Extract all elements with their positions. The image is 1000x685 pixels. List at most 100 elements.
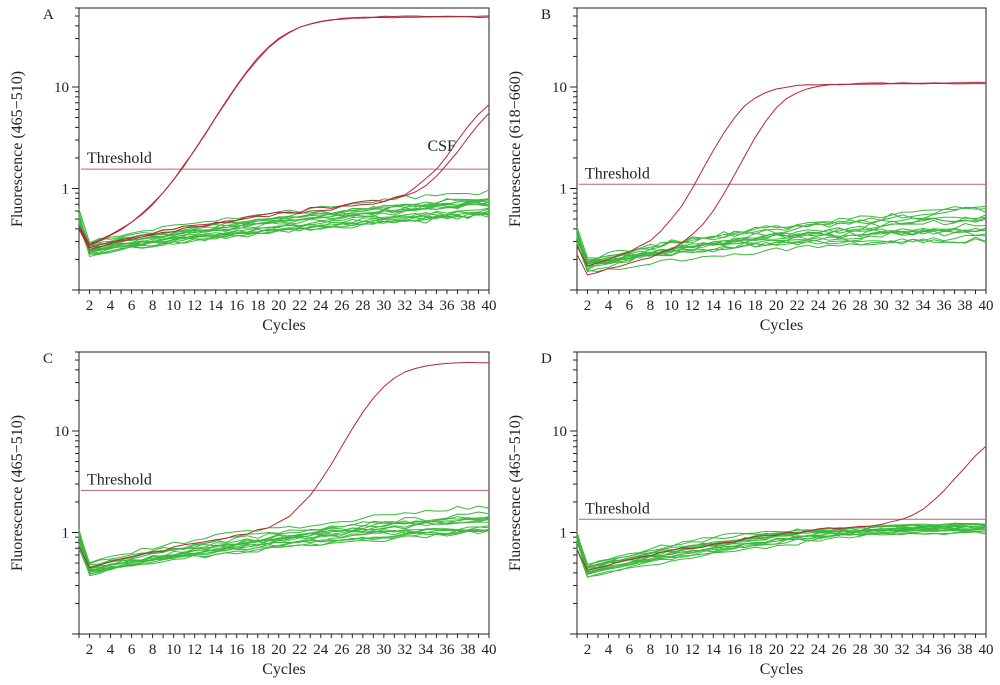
negative-sample-curve (78, 207, 490, 254)
x-tick-label: 10 (664, 642, 679, 658)
x-tick-label: 40 (482, 642, 497, 658)
x-tick-label: 10 (664, 298, 679, 314)
x-tick-label: 38 (460, 298, 475, 314)
x-tick-label: 14 (706, 642, 722, 658)
x-tick-label: 10 (166, 298, 181, 314)
x-tick-label: 20 (769, 642, 784, 658)
x-tick-label: 32 (397, 642, 412, 658)
y-tick-label: 1 (560, 525, 568, 541)
x-tick-label: 2 (86, 298, 94, 314)
plot-frame (78, 7, 490, 291)
x-tick-label: 6 (626, 642, 634, 658)
x-tick-label: 34 (916, 298, 932, 314)
x-tick-label: 16 (229, 642, 245, 658)
x-tick-label: 24 (811, 298, 827, 314)
x-tick-label: 4 (107, 642, 115, 658)
x-tick-label: 20 (769, 298, 784, 314)
x-axis-title: Cycles (262, 661, 306, 678)
x-tick-label: 12 (685, 298, 700, 314)
x-tick-label: 20 (271, 642, 286, 658)
x-axis-title: Cycles (760, 317, 804, 334)
x-tick-label: 6 (128, 642, 136, 658)
x-tick-label: 22 (790, 298, 805, 314)
negative-sample-curve (78, 526, 490, 575)
x-tick-label: 34 (418, 642, 434, 658)
y-axis-title: Fluorescence (465−510) (507, 415, 524, 571)
panel-label: A (43, 7, 54, 23)
negative-sample-curve (576, 236, 987, 270)
x-tick-label: 40 (979, 298, 994, 314)
negative-sample-curve (78, 213, 490, 255)
x-tick-label: 28 (355, 298, 370, 314)
panel-label: C (43, 351, 53, 367)
x-axis-title: Cycles (760, 661, 804, 678)
x-tick-label: 18 (748, 642, 763, 658)
csf-annotation: CSF (427, 138, 456, 155)
negative-sample-curve (576, 523, 987, 574)
x-tick-label: 40 (482, 298, 497, 314)
negative-sample-curve (576, 227, 987, 267)
y-tick-label: 10 (552, 424, 567, 440)
x-tick-label: 20 (271, 298, 286, 314)
panel-label: B (541, 7, 551, 23)
negative-sample-curve (78, 201, 490, 253)
x-tick-label: 32 (895, 642, 910, 658)
negative-sample-curve (576, 229, 987, 264)
negative-sample-curve (78, 528, 490, 575)
x-tick-label: 24 (313, 298, 329, 314)
y-axis-title: Fluorescence (618−660) (507, 71, 524, 227)
negative-sample-curve (576, 529, 986, 578)
plot-frame (576, 7, 987, 291)
x-tick-label: 34 (418, 298, 434, 314)
x-tick-label: 26 (832, 298, 848, 314)
threshold-label: Threshold (585, 165, 650, 182)
negative-sample-curve (576, 207, 987, 263)
negative-sample-curve (78, 198, 490, 246)
negative-sample-curve (78, 529, 490, 569)
x-tick-label: 36 (937, 298, 953, 314)
x-tick-label: 26 (334, 298, 350, 314)
x-tick-label: 36 (439, 642, 455, 658)
negative-sample-curve (78, 203, 489, 248)
x-tick-label: 26 (334, 642, 350, 658)
x-tick-label: 32 (895, 298, 910, 314)
x-tick-label: 8 (647, 298, 655, 314)
negative-sample-curve (576, 531, 987, 575)
negative-sample-curve (576, 223, 987, 260)
negative-sample-curve (576, 214, 987, 273)
x-tick-label: 22 (292, 642, 307, 658)
x-tick-label: 16 (229, 298, 245, 314)
x-tick-label: 36 (937, 642, 953, 658)
x-tick-label: 6 (626, 298, 634, 314)
x-tick-label: 4 (107, 298, 115, 314)
positive-sample-curve (78, 15, 490, 246)
negative-sample-curve (576, 525, 987, 575)
x-tick-label: 38 (958, 642, 973, 658)
negative-sample-curve (576, 227, 987, 265)
negative-sample-curve (576, 530, 987, 578)
negative-sample-curve (78, 530, 490, 571)
negative-sample-curve (576, 230, 987, 271)
plot-frame (576, 351, 987, 635)
y-tick-label: 10 (552, 80, 567, 96)
y-axis-title: Fluorescence (465−510) (9, 71, 26, 227)
x-tick-label: 28 (355, 642, 370, 658)
y-tick-label: 1 (560, 181, 568, 197)
x-tick-label: 8 (149, 298, 157, 314)
negative-sample-curve (576, 217, 987, 259)
x-tick-label: 18 (250, 642, 265, 658)
x-tick-label: 28 (853, 298, 868, 314)
x-tick-label: 30 (874, 642, 889, 658)
negative-sample-curve (78, 505, 490, 564)
x-tick-label: 40 (979, 642, 994, 658)
x-tick-label: 6 (128, 298, 136, 314)
threshold-label: Threshold (87, 150, 152, 167)
x-tick-label: 12 (187, 642, 202, 658)
negative-sample-curve (78, 521, 490, 568)
x-tick-label: 24 (811, 642, 827, 658)
negative-sample-curve (78, 516, 490, 566)
x-tick-label: 30 (376, 298, 391, 314)
x-tick-label: 14 (208, 642, 224, 658)
